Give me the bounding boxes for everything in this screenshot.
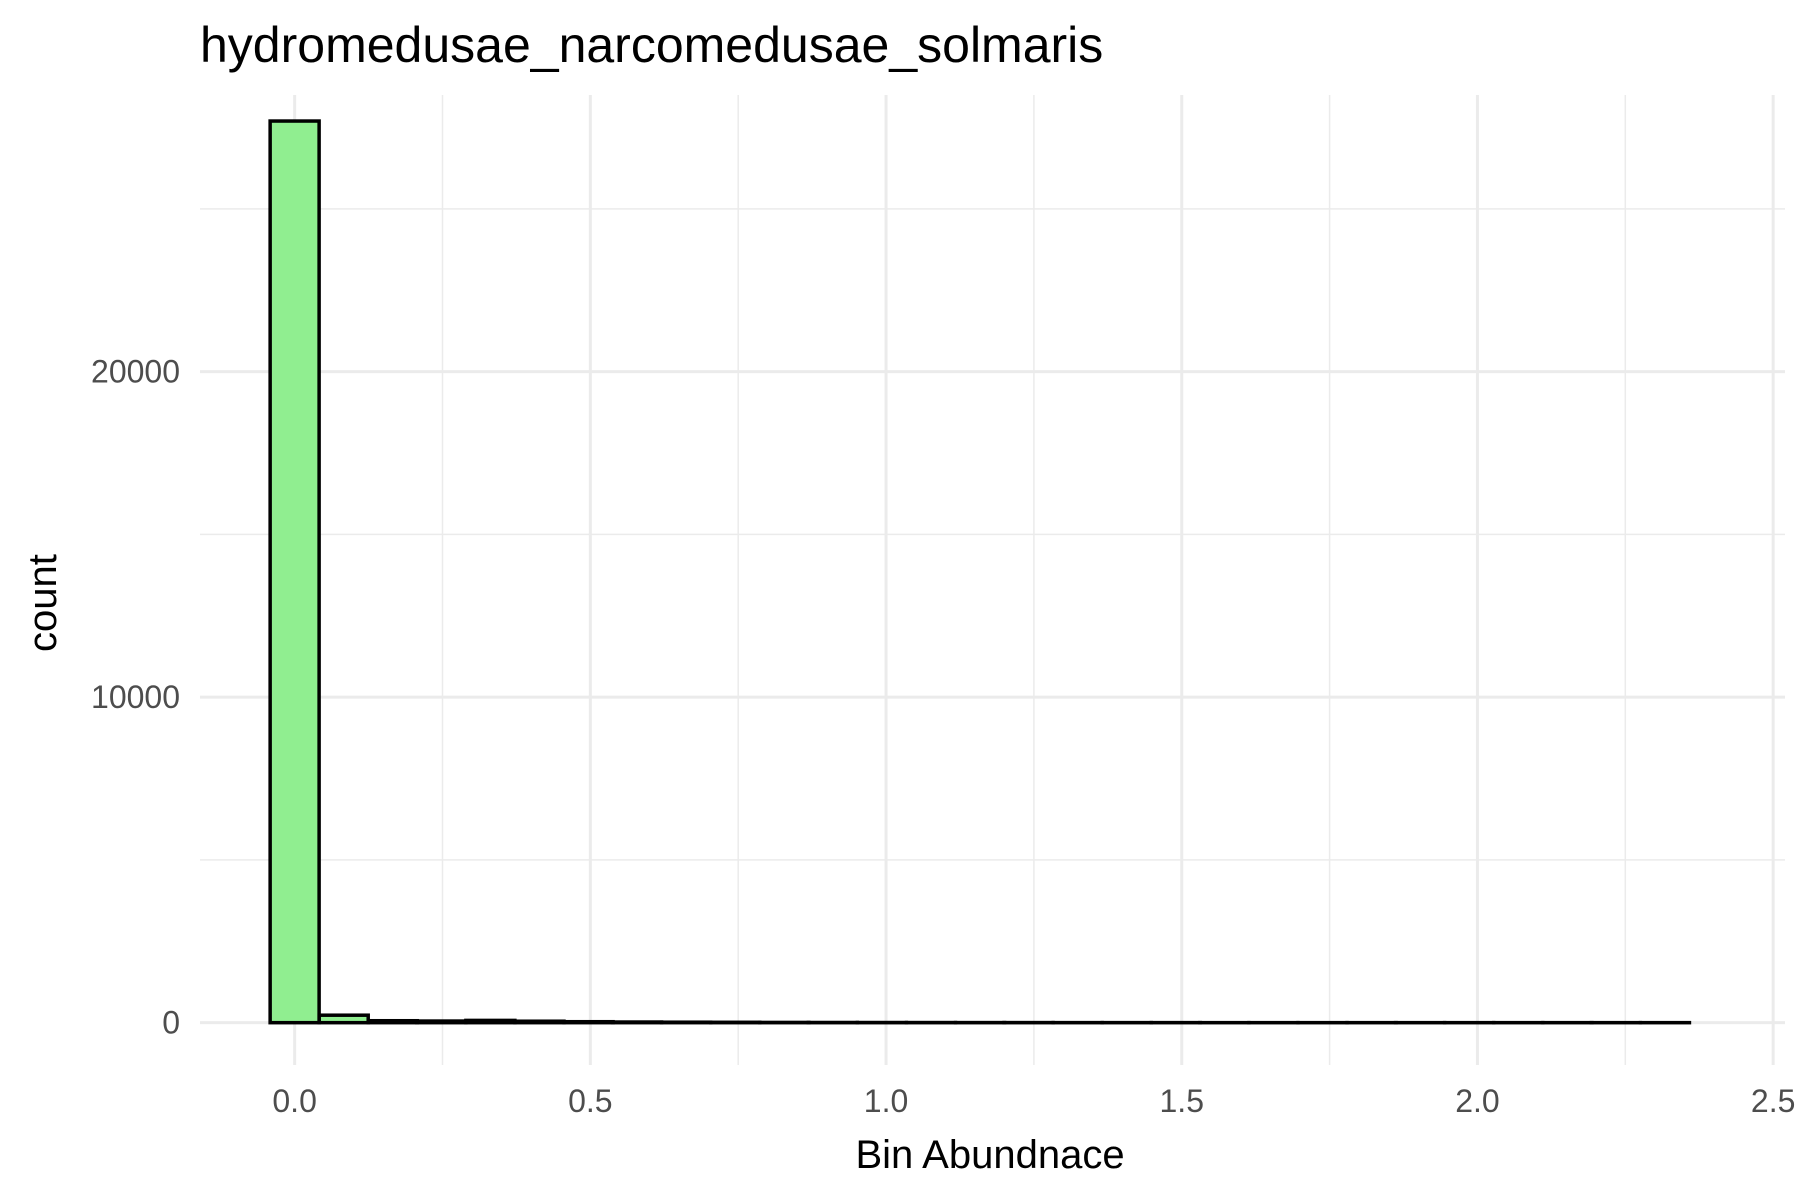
histogram-bar [610,1020,664,1025]
y-tick-label: 20000 [91,354,180,390]
y-tick-label: 0 [162,1005,180,1041]
histogram-bar [464,1018,517,1025]
histogram-bar [317,1013,370,1025]
chart-title: hydromedusae_narcomedusae_solmaris [200,17,1103,73]
histogram-bar [415,1019,468,1025]
x-axis-title: Bin Abundnace [855,1133,1124,1177]
y-tick-label: 10000 [91,679,180,715]
y-axis-ticks: 0 10000 20000 [91,354,180,1041]
histogram-bars [268,119,1692,1025]
x-tick-label: 0.5 [568,1083,612,1119]
x-tick-label: 2.5 [1751,1083,1795,1119]
grid-lines [200,95,1785,1065]
x-axis-ticks: 0.0 0.5 1.0 1.5 2.0 2.5 [272,1083,1795,1119]
histogram-bar [268,119,321,1025]
histogram-bar [513,1019,566,1025]
y-axis-title: count [21,554,65,652]
x-tick-label: 1.5 [1160,1083,1204,1119]
x-tick-label: 2.0 [1455,1083,1499,1119]
x-tick-label: 0.0 [272,1083,316,1119]
histogram-bar [562,1019,615,1025]
histogram-bar [366,1018,420,1025]
x-tick-label: 1.0 [864,1083,908,1119]
